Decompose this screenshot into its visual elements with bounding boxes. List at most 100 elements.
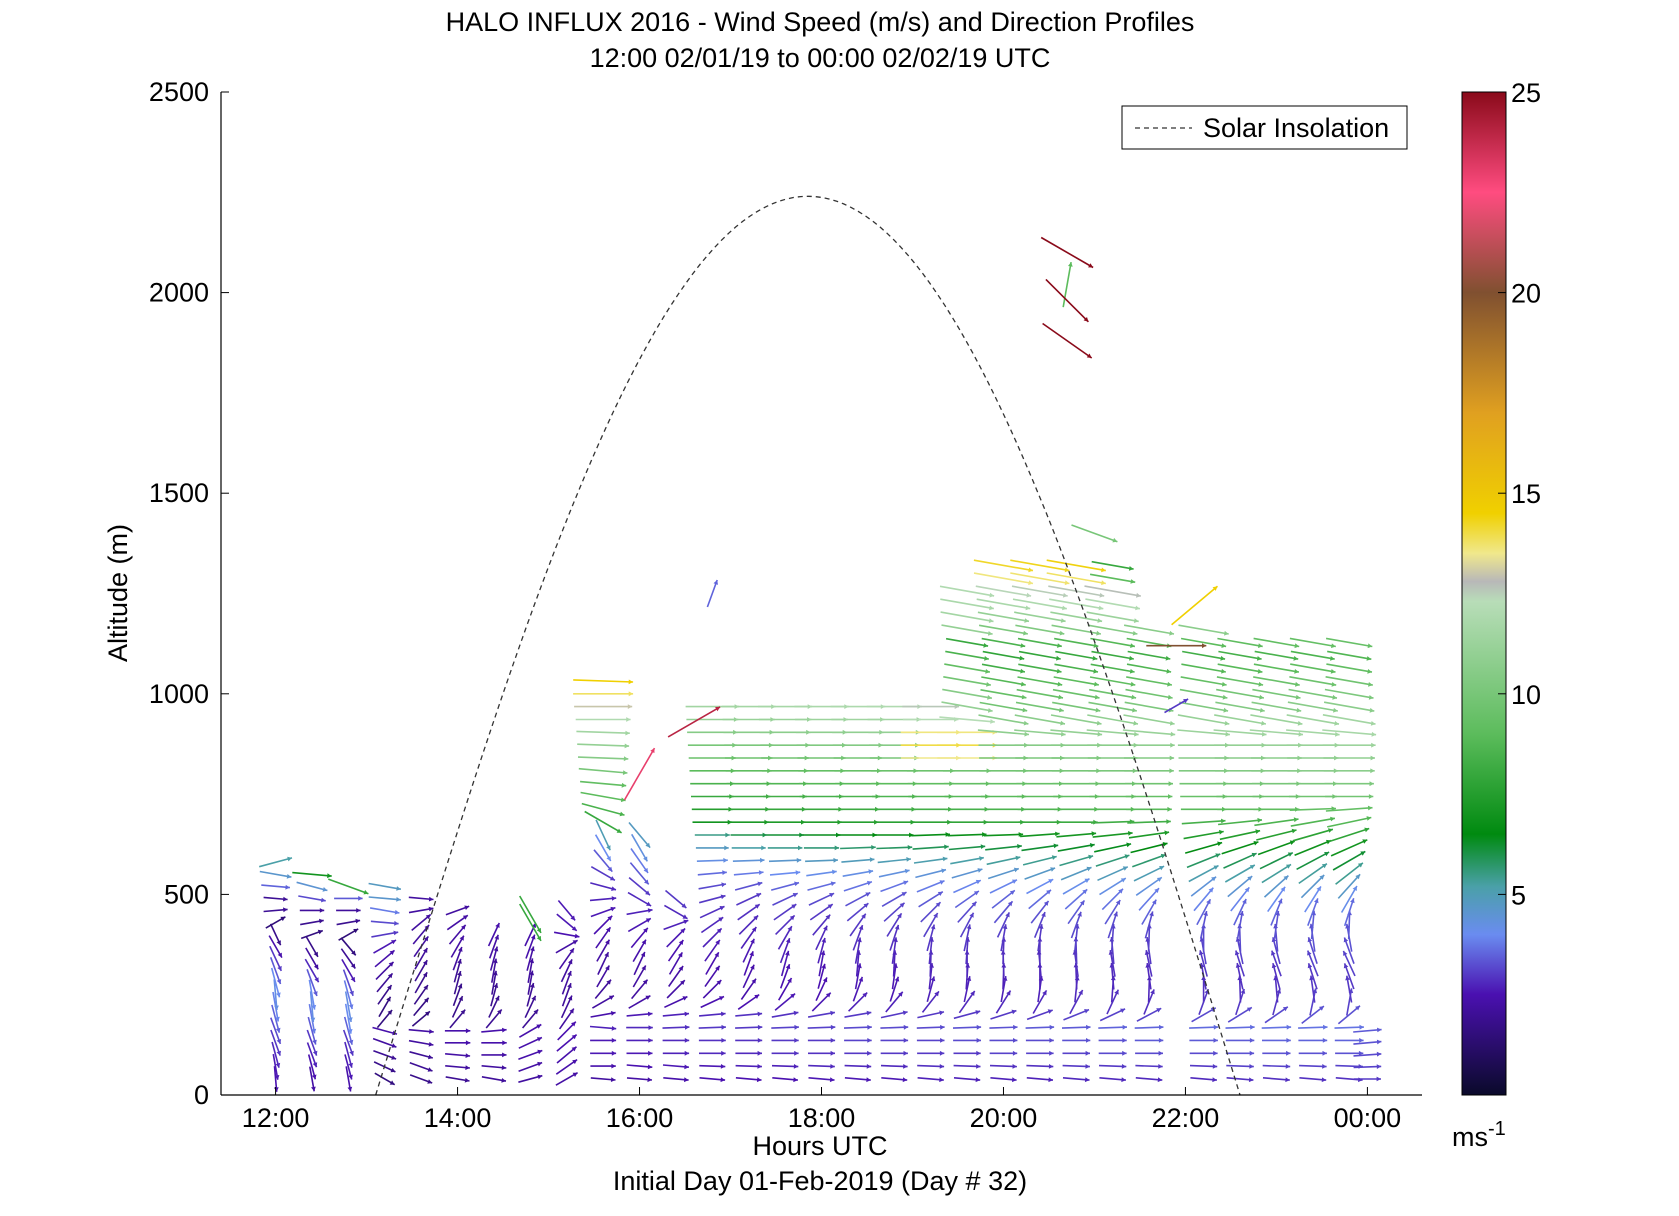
wind-vector-arrowhead <box>902 1010 908 1016</box>
wind-vector-arrowhead <box>610 1077 616 1082</box>
x-tick-label: 22:00 <box>1152 1103 1220 1133</box>
wind-vector-arrowhead <box>1158 1050 1163 1056</box>
wind-vector-arrowhead <box>790 993 796 999</box>
wind-vector-arrowhead <box>1079 900 1085 906</box>
wind-vector <box>963 976 971 1003</box>
wind-vector-arrowhead <box>1362 839 1368 844</box>
wind-vector-arrowhead <box>1133 618 1139 623</box>
wind-vector-arrowhead <box>987 708 993 713</box>
wind-vector-arrowhead <box>975 1077 981 1083</box>
colorbar: 5 10 15 20 25 ms-1 <box>1452 78 1541 1152</box>
wind-vector <box>1064 888 1088 910</box>
wind-vector <box>842 870 874 877</box>
wind-vector-arrowhead <box>1086 353 1092 358</box>
wind-vector <box>1272 962 1281 990</box>
wind-vector <box>1062 1064 1090 1068</box>
wind-vector-arrowhead <box>1249 1050 1255 1056</box>
wind-vector <box>1328 827 1370 843</box>
wind-vector-arrowhead <box>939 1077 944 1083</box>
wind-vector <box>1190 876 1217 897</box>
wind-vector-arrowhead <box>793 1077 798 1083</box>
wind-vector-arrowhead <box>1012 1064 1017 1069</box>
wind-vector <box>1018 650 1061 660</box>
wind-vector-arrowhead <box>1077 911 1082 917</box>
wind-vector-arrowhead <box>942 856 948 862</box>
wind-vector <box>916 880 945 893</box>
wind-vector-arrowhead <box>312 1050 318 1056</box>
wind-vector-arrowhead <box>620 797 626 803</box>
wind-vector-arrowhead <box>1371 731 1377 737</box>
wind-vector-arrowhead <box>1307 950 1312 956</box>
wind-vector-arrowhead <box>311 1004 317 1010</box>
chart-title-line1: HALO INFLUX 2016 - Wind Speed (m/s) and … <box>446 7 1195 37</box>
wind-vector <box>1095 854 1130 867</box>
wind-vector <box>1288 688 1338 699</box>
wind-vector-arrowhead <box>459 935 464 941</box>
wind-vector <box>1196 898 1212 926</box>
wind-vector <box>1097 866 1129 882</box>
wind-vector-arrowhead <box>647 908 653 913</box>
wind-vector <box>736 892 762 906</box>
wind-vector-arrowhead <box>1083 317 1089 322</box>
wind-vector <box>590 866 616 881</box>
wind-vector-arrowhead <box>681 903 687 908</box>
wind-vector-arrowhead <box>1309 975 1314 981</box>
wind-vector-arrowhead <box>1162 842 1168 847</box>
wind-vector-arrowhead <box>423 948 428 953</box>
wind-vector-arrowhead <box>1271 963 1277 969</box>
wind-vector <box>880 1011 908 1019</box>
wind-vector <box>1262 1077 1290 1081</box>
legend-box <box>1121 105 1408 150</box>
wind-vector <box>1353 1040 1382 1045</box>
x-tick-label: 18:00 <box>788 1103 856 1133</box>
wind-vector <box>593 849 613 873</box>
wind-vector-arrowhead <box>1202 643 1207 649</box>
wind-vector <box>369 907 400 914</box>
wind-vector <box>1323 701 1375 712</box>
wind-vector <box>953 879 982 894</box>
wind-vector <box>328 878 369 895</box>
wind-vector <box>957 901 977 923</box>
wind-vector <box>1086 729 1139 736</box>
wind-vector-arrowhead <box>713 580 718 585</box>
wind-vector <box>921 990 940 1013</box>
wind-vector-arrowhead <box>979 856 984 861</box>
wind-vector-arrowhead <box>1020 643 1026 648</box>
wind-vector-arrowhead <box>1212 586 1218 591</box>
wind-vector-arrowhead <box>275 1027 281 1033</box>
wind-vector <box>573 679 634 683</box>
wind-vector <box>576 730 630 734</box>
wind-vector-arrowhead <box>1157 1077 1163 1083</box>
wind-vector-arrowhead <box>1314 898 1319 904</box>
wind-vector-arrowhead <box>1023 720 1029 726</box>
wind-vector-arrowhead <box>1130 643 1135 648</box>
wind-vector <box>959 912 975 938</box>
wind-vector-arrowhead <box>1167 694 1173 700</box>
wind-vector <box>1251 701 1302 712</box>
wind-vector-arrowhead <box>1156 877 1162 882</box>
wind-vector-arrowhead <box>721 1050 726 1056</box>
wind-vector-arrowhead <box>351 950 356 956</box>
wind-vector-arrowhead <box>277 952 282 958</box>
wind-vector-arrowhead <box>1120 878 1126 883</box>
wind-vector-arrowhead <box>1042 990 1047 996</box>
wind-vector-arrowhead <box>423 985 428 990</box>
wind-vector-arrowhead <box>625 730 630 736</box>
wind-vector-arrowhead <box>1282 1006 1288 1012</box>
wind-vector-arrowhead <box>628 691 634 697</box>
wind-vector <box>881 891 907 907</box>
wind-vector-arrowhead <box>1286 1050 1291 1056</box>
wind-vector-arrowhead <box>1258 681 1264 687</box>
wind-vector-arrowhead <box>1128 831 1133 836</box>
wind-vector-arrowhead <box>1295 694 1301 700</box>
wind-vector <box>1287 701 1338 712</box>
wind-vector-arrowhead <box>1220 655 1226 661</box>
wind-vector <box>1132 853 1167 868</box>
wind-vector-arrowhead <box>1007 901 1013 907</box>
wind-vector <box>664 904 688 920</box>
wind-vector <box>1178 624 1229 635</box>
wind-vector <box>1049 598 1104 610</box>
wind-vector <box>1015 701 1064 712</box>
wind-vector <box>342 1029 354 1056</box>
wind-vector <box>1335 862 1364 885</box>
